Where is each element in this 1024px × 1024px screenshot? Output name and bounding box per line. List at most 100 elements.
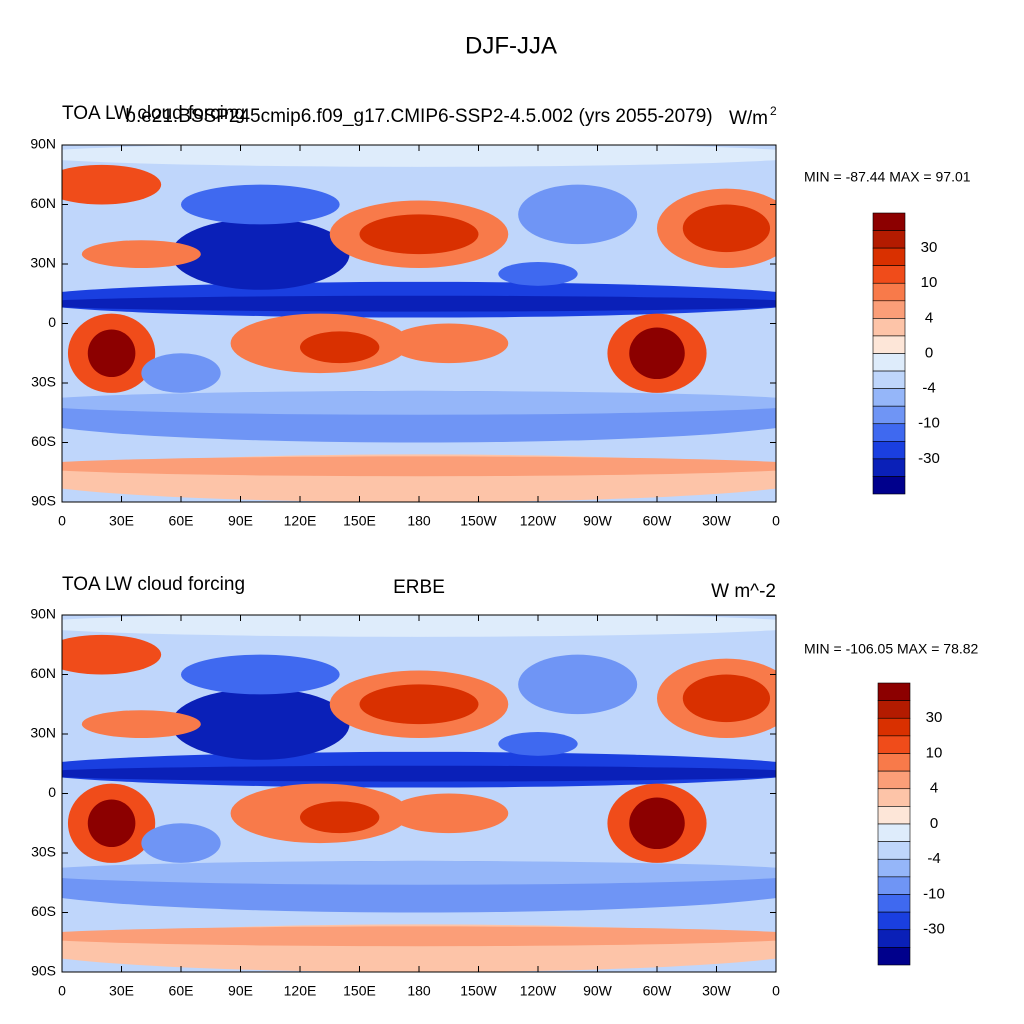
x-tick-label: 0 xyxy=(58,983,66,999)
colorbar-box xyxy=(877,682,911,701)
field-region xyxy=(62,390,776,415)
field-region xyxy=(518,654,638,715)
field-region xyxy=(300,801,380,834)
field-region xyxy=(629,797,685,850)
x-tick-label: 120W xyxy=(520,513,557,529)
colorbar-label: -10 xyxy=(918,415,940,432)
colorbar-box xyxy=(872,370,906,389)
x-tick-label: 150W xyxy=(460,513,497,529)
colorbar-box xyxy=(877,858,911,878)
x-tick-label: 150E xyxy=(343,983,376,999)
right-string: W/m xyxy=(729,108,768,129)
colorbar-box xyxy=(877,841,911,860)
colorbar-label: 30 xyxy=(926,709,943,726)
field-region xyxy=(682,204,771,253)
colorbar-label: 0 xyxy=(930,815,938,832)
colorbar-label: 4 xyxy=(930,780,938,797)
field-region xyxy=(62,295,776,312)
field-region xyxy=(629,327,685,380)
x-tick-label: 180 xyxy=(407,513,431,529)
x-tick-label: 150W xyxy=(460,983,497,999)
x-tick-label: 60E xyxy=(169,983,194,999)
field-region xyxy=(171,688,350,760)
field-region xyxy=(81,710,201,738)
colorbar-box xyxy=(872,282,906,302)
field-region xyxy=(300,331,380,364)
x-tick-label: 30E xyxy=(109,983,134,999)
x-tick-label: 120E xyxy=(284,513,317,529)
colorbar-label: 30 xyxy=(921,239,938,256)
field-region xyxy=(181,654,340,695)
colorbar-box xyxy=(877,823,911,842)
colorbar-label: -30 xyxy=(923,921,945,938)
x-tick-label: 90E xyxy=(228,983,253,999)
y-tick-label: 90S xyxy=(31,963,56,979)
colorbar-box xyxy=(877,806,911,825)
field-region xyxy=(359,684,479,725)
colorbar-box xyxy=(877,911,911,931)
colorbar-box xyxy=(877,717,911,737)
colorbar-label: 10 xyxy=(921,274,938,291)
field-region xyxy=(389,793,509,834)
colorbar-box xyxy=(872,335,906,354)
center-string: b.e21.BSSP245cmip6.f09_g17.CMIP6-SSP2-4.… xyxy=(125,106,712,127)
x-tick-label: 90E xyxy=(228,513,253,529)
y-tick-label: 30S xyxy=(31,844,56,860)
x-tick-label: 0 xyxy=(772,513,780,529)
x-tick-label: 120E xyxy=(284,983,317,999)
right-superscript: 2 xyxy=(770,104,777,118)
x-tick-label: 90W xyxy=(583,513,613,529)
colorbar-box xyxy=(872,230,906,249)
colorbar-box xyxy=(877,770,911,790)
colorbar-box xyxy=(877,735,911,754)
x-tick-label: 60W xyxy=(643,983,673,999)
field-region xyxy=(62,164,162,205)
colorbar-box xyxy=(872,318,906,337)
field-region xyxy=(498,262,578,286)
x-tick-label: 150E xyxy=(343,513,376,529)
field-region xyxy=(518,184,638,245)
x-tick-label: 60W xyxy=(643,513,673,529)
y-tick-label: 60N xyxy=(30,665,56,681)
colorbar-label: -4 xyxy=(927,850,940,867)
field-region xyxy=(498,732,578,756)
x-tick-label: 60E xyxy=(169,513,194,529)
field-region xyxy=(62,456,776,477)
colorbar-box xyxy=(877,700,911,719)
colorbar-box xyxy=(872,388,906,407)
x-tick-label: 30E xyxy=(109,513,134,529)
y-tick-label: 90N xyxy=(30,136,56,152)
colorbar-box xyxy=(872,353,906,372)
x-tick-label: 180 xyxy=(407,983,431,999)
field-region xyxy=(171,218,350,290)
field-region xyxy=(62,926,776,947)
x-tick-label: 120W xyxy=(520,983,557,999)
field-region xyxy=(87,329,136,378)
colorbar-box xyxy=(872,405,906,425)
colorbar-box xyxy=(872,300,906,319)
left-string: TOA LW cloud forcing xyxy=(62,574,245,595)
colorbar-box xyxy=(872,212,906,231)
field-region xyxy=(81,240,201,268)
y-tick-label: 30N xyxy=(30,725,56,741)
field-region xyxy=(181,184,340,225)
map-field xyxy=(62,145,776,502)
colorbar-box xyxy=(877,788,911,807)
colorbar-box xyxy=(877,947,911,966)
min-max-label: MIN = -106.05 MAX = 78.82 xyxy=(804,641,979,657)
colorbar-label: -4 xyxy=(922,380,935,397)
y-tick-label: 90N xyxy=(30,606,56,622)
field-region xyxy=(87,799,136,848)
y-tick-label: 30S xyxy=(31,374,56,390)
colorbar-box xyxy=(872,247,906,266)
field-region xyxy=(389,323,509,364)
y-tick-label: 0 xyxy=(48,314,56,330)
colorbar-box xyxy=(877,894,911,913)
field-region xyxy=(141,353,221,393)
field-region xyxy=(141,823,221,863)
center-string: ERBE xyxy=(393,577,445,598)
y-tick-label: 30N xyxy=(30,255,56,271)
colorbar-box xyxy=(872,458,906,477)
